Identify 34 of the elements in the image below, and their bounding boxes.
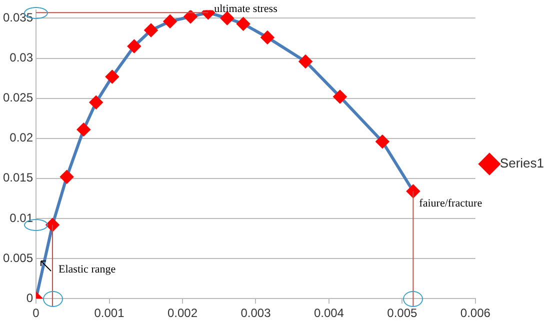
y-tick-label: 0.015: [3, 170, 34, 185]
point: [220, 12, 234, 25]
point: [184, 10, 198, 24]
point: [106, 70, 119, 84]
point: [164, 14, 177, 28]
y-tick-label: 0.035: [3, 10, 34, 25]
point: [406, 184, 420, 198]
y-tick-label: 0: [26, 290, 34, 305]
y-tick-label: 0.025: [3, 90, 34, 105]
y-tick-label: 0.02: [10, 130, 34, 145]
y-tick-label: 0.01: [10, 210, 34, 225]
point: [260, 30, 274, 44]
x-tick-label: 0.004: [314, 306, 344, 320]
point: [46, 218, 60, 232]
x-tick-label: 0.006: [460, 306, 491, 320]
point: [236, 17, 250, 30]
x-tick-label: 0.001: [94, 306, 125, 320]
x-tick-label: 0.003: [240, 306, 272, 320]
point: [144, 24, 158, 37]
point: [77, 123, 90, 136]
point: [299, 54, 312, 68]
point: [90, 96, 103, 109]
annotation: Elastic range: [58, 263, 116, 276]
x-tick-label: 0.002: [167, 306, 198, 320]
y-tick-label: 0.005: [3, 250, 34, 265]
annotation: ultimate stress: [214, 2, 278, 15]
annotation: faiure/fracture: [419, 198, 482, 210]
y-tick-label: 0.03: [10, 50, 34, 65]
x-tick-label: 0.005: [387, 306, 418, 320]
point: [376, 135, 389, 148]
legend-label: Series1: [500, 156, 544, 171]
point: [128, 40, 141, 53]
point: [60, 170, 74, 184]
point: [333, 90, 346, 104]
